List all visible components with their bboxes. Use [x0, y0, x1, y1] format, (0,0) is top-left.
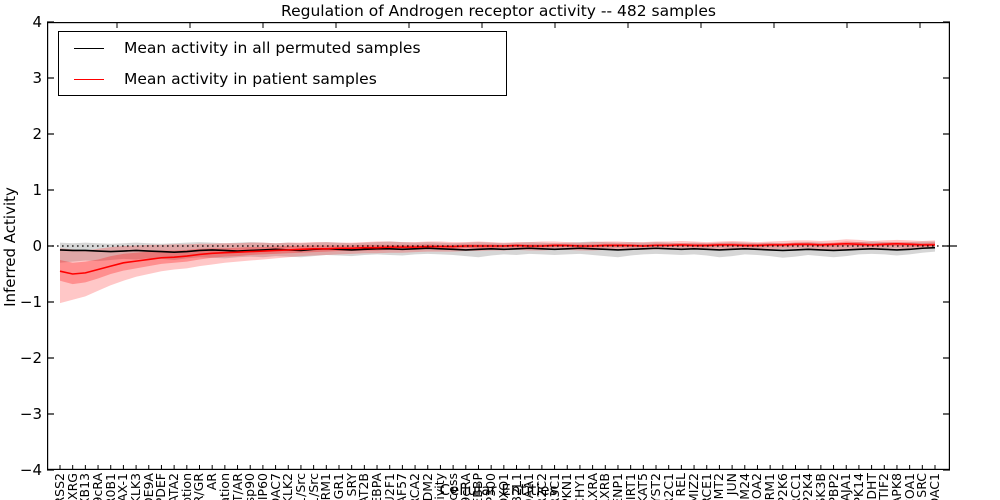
legend-item-patient: Mean activity in patient samples [59, 64, 506, 95]
permuted-line-sample-icon [74, 47, 104, 49]
y-tick-label: 4 [32, 13, 42, 31]
legend-item-permuted: Mean activity in all permuted samples [59, 33, 506, 64]
x-axis-label: Cellular Entities [439, 481, 558, 499]
y-tick-label: −2 [19, 349, 42, 367]
patient-samples-range-outer-band [60, 239, 935, 304]
y-tick-label: −4 [19, 461, 42, 479]
legend-label: Mean activity in all permuted samples [124, 39, 421, 57]
permuted-samples-range-band [60, 241, 935, 263]
plot-area [47, 21, 957, 471]
y-tick-label: 0 [32, 237, 42, 255]
y-tick-label: −3 [19, 405, 42, 423]
y-tick-label: 2 [32, 125, 42, 143]
legend-label: Mean activity in patient samples [124, 70, 377, 88]
patient-line-sample-icon [74, 78, 104, 80]
y-tick-label: −1 [19, 293, 42, 311]
legend: Mean activity in all permuted samples Me… [58, 31, 507, 96]
y-tick-label: 1 [32, 181, 42, 199]
chart-title: Regulation of Androgen receptor activity… [281, 2, 716, 20]
patient-samples-range-inner-band [60, 241, 935, 285]
y-tick-label: 3 [32, 69, 42, 87]
permuted-mean-line [59, 246, 936, 253]
y-axis-label: Inferred Activity [1, 187, 19, 307]
